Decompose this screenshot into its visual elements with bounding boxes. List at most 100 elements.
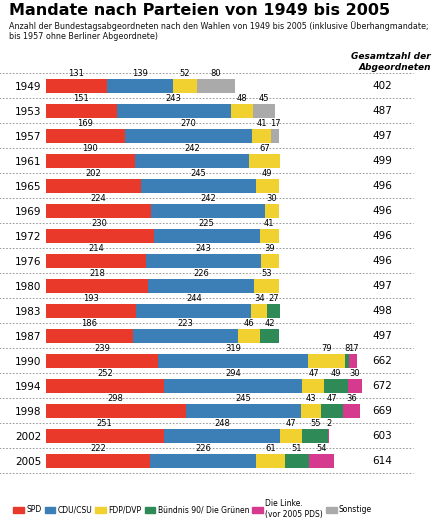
Text: 45: 45 [258,94,269,103]
Text: 30: 30 [349,369,359,378]
Text: 151: 151 [73,94,89,103]
Text: Gesamtzahl der
Abgeordneten: Gesamtzahl der Abgeordneten [350,52,430,72]
Bar [347,379,361,393]
Bar [150,454,256,468]
Bar [133,329,237,343]
Text: 496: 496 [371,181,391,191]
Legend: SPD, CDU/CSU, FDP/DVP, Bündnis 90/ Die Grünen, Die Linke.
(vor 2005 PDS), Sonsti: SPD, CDU/CSU, FDP/DVP, Bündnis 90/ Die G… [13,499,371,518]
Bar [254,279,279,293]
Bar [302,429,328,442]
Bar [197,79,234,93]
Text: 61: 61 [265,444,275,453]
Bar [46,254,146,268]
Text: 17: 17 [270,119,280,128]
Bar [46,279,148,293]
Text: 226: 226 [193,269,209,278]
Text: 34: 34 [253,294,264,303]
Text: 36: 36 [345,394,356,403]
Bar [136,304,250,317]
Text: 190: 190 [82,144,98,153]
Bar [46,129,125,143]
Text: 48: 48 [237,94,247,103]
Bar [266,304,279,317]
Bar [148,279,254,293]
Text: 42: 42 [263,319,274,328]
Text: 496: 496 [371,206,391,216]
Text: 47: 47 [307,369,318,378]
Text: 139: 139 [132,69,148,78]
Bar [46,104,116,118]
Bar [300,404,320,418]
Text: Mandate nach Parteien von 1949 bis 2005: Mandate nach Parteien von 1949 bis 2005 [9,3,389,18]
Text: 270: 270 [180,119,196,128]
Bar [185,404,300,418]
Bar [135,154,248,167]
Text: 218: 218 [89,269,105,278]
Text: 497: 497 [371,131,391,141]
Bar [46,354,158,368]
Text: 245: 245 [235,394,251,403]
Text: 43: 43 [305,394,316,403]
Bar [46,79,107,93]
Bar [264,204,278,218]
Bar [46,179,140,192]
Text: 669: 669 [371,406,391,416]
Bar [158,354,307,368]
Bar [172,79,197,93]
Bar [320,404,342,418]
Text: 214: 214 [88,244,104,253]
Bar [46,204,151,218]
Text: 402: 402 [371,81,391,90]
Bar [308,454,334,468]
Text: 51: 51 [291,444,302,453]
Bar [271,129,279,143]
Text: 80: 80 [210,69,220,78]
Bar [237,329,259,343]
Text: 487: 487 [371,106,391,116]
Bar [260,254,278,268]
Text: 222: 222 [90,444,105,453]
Text: 54: 54 [316,444,326,453]
Text: 49: 49 [330,369,341,378]
Bar [154,229,259,243]
Text: 30: 30 [266,194,276,203]
Bar [250,304,266,317]
Text: 244: 244 [185,294,201,303]
Text: 52: 52 [179,69,190,78]
Bar [328,429,329,442]
Bar [253,104,274,118]
Bar [46,304,136,317]
Text: 79: 79 [321,344,331,353]
Bar [151,204,264,218]
Text: 496: 496 [371,231,391,241]
Text: 47: 47 [326,394,337,403]
Bar [345,354,348,368]
Bar [163,429,279,442]
Text: 499: 499 [371,156,391,166]
Bar [116,104,230,118]
Text: 248: 248 [214,419,230,428]
Text: 252: 252 [97,369,112,378]
Text: 672: 672 [371,381,391,391]
Text: 169: 169 [77,119,93,128]
Text: 131: 131 [69,69,84,78]
Text: 41: 41 [263,219,274,228]
Text: 614: 614 [371,456,391,466]
Bar [140,179,255,192]
Bar [259,329,279,343]
Bar [46,329,133,343]
Text: 319: 319 [224,344,240,353]
Text: 55: 55 [309,419,320,428]
Text: 2: 2 [326,419,331,428]
Bar [46,154,135,167]
Text: Anzahl der Bundestagsabgeordneten nach den Wahlen von 1949 bis 2005 (inklusive Ü: Anzahl der Bundestagsabgeordneten nach d… [9,21,427,41]
Bar [46,404,185,418]
Text: 186: 186 [81,319,97,328]
Bar [342,404,359,418]
Text: 496: 496 [371,256,391,266]
Text: 662: 662 [371,356,391,366]
Text: 226: 226 [195,444,210,453]
Bar [248,154,279,167]
Text: 46: 46 [243,319,253,328]
Bar [230,104,253,118]
